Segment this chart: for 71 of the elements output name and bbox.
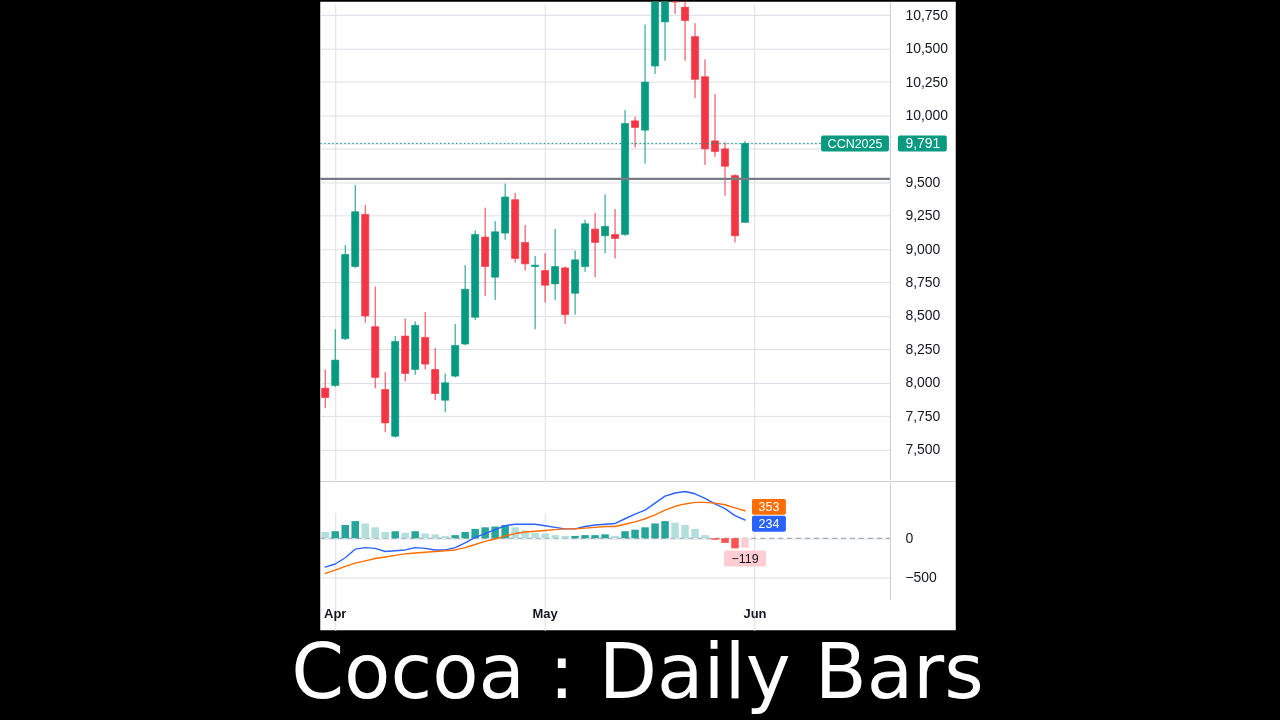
- y-tick-label: 7,500: [905, 441, 941, 458]
- y-tick-label: 10,250: [905, 73, 949, 90]
- bar: [531, 532, 539, 539]
- candlestick: [631, 116, 639, 149]
- candlestick: [611, 208, 619, 259]
- bar: [641, 527, 649, 539]
- candlestick: [601, 193, 609, 254]
- bar: [471, 528, 479, 539]
- candlestick: [661, 1, 669, 62]
- ref-line-label: CCN2025: [827, 136, 883, 151]
- bar: [371, 527, 379, 539]
- bar: [391, 531, 399, 539]
- candlestick: [531, 255, 540, 330]
- bar: [591, 535, 599, 539]
- bar: [741, 538, 749, 548]
- bar: [401, 532, 409, 539]
- bar: [671, 522, 679, 539]
- bar: [731, 538, 739, 549]
- candlestick: [441, 372, 450, 413]
- text: Cocoa : Daily Bars: [291, 628, 984, 717]
- candlestick: [681, 1, 689, 62]
- y-tick-label: 9,000: [905, 240, 941, 257]
- y-tick-label: 8,000: [905, 374, 941, 391]
- candlestick: [551, 228, 560, 301]
- y-tick-label: 10,750: [905, 6, 949, 23]
- x-tick-label: May: [532, 605, 559, 621]
- y-tick-label: 9,791: [905, 134, 941, 151]
- bar: [431, 534, 439, 539]
- bar: [341, 524, 349, 539]
- bar: [651, 523, 659, 539]
- bar: [691, 528, 699, 539]
- bar: [351, 521, 359, 539]
- bar: [721, 538, 729, 543]
- candlestick: [541, 252, 550, 304]
- y-tick-label: 9,500: [905, 173, 941, 190]
- x-tick-label: Apr: [324, 605, 347, 621]
- bar: [461, 532, 469, 539]
- bar: [411, 531, 419, 539]
- candlestick: [521, 224, 530, 272]
- bar: [551, 535, 559, 539]
- bar: [681, 524, 689, 539]
- bar: [331, 531, 339, 539]
- y-tick-label: 10,500: [905, 40, 949, 57]
- data-label: 234: [758, 517, 780, 532]
- bar: [621, 531, 629, 539]
- bar: [451, 535, 459, 539]
- y-tick-label: 8,750: [905, 274, 941, 291]
- bar: [421, 533, 429, 539]
- y-tick-label: 9,250: [905, 207, 941, 224]
- data-label: −119: [731, 551, 759, 566]
- bar: [321, 532, 329, 539]
- bar: [381, 532, 389, 539]
- bar: [541, 533, 549, 539]
- data-label: 353: [758, 500, 780, 515]
- candlestick: [721, 141, 729, 197]
- bar: [361, 523, 369, 539]
- bar: [631, 529, 639, 539]
- y-tick-label: 8,250: [905, 340, 941, 357]
- y-tick-label: 8,500: [905, 307, 941, 324]
- candlestick: [591, 212, 599, 278]
- bar: [581, 535, 589, 539]
- candlestick: [711, 93, 719, 158]
- y-tick-label: 0: [905, 529, 914, 546]
- x-tick-label: Jun: [743, 605, 767, 621]
- candlestick: [321, 368, 330, 409]
- bar: [661, 521, 669, 539]
- bar: [701, 535, 709, 539]
- bar: [601, 534, 609, 539]
- y-tick-label: −500: [905, 568, 938, 585]
- y-tick-label: 10,000: [905, 106, 949, 123]
- y-tick-label: 7,750: [905, 407, 941, 424]
